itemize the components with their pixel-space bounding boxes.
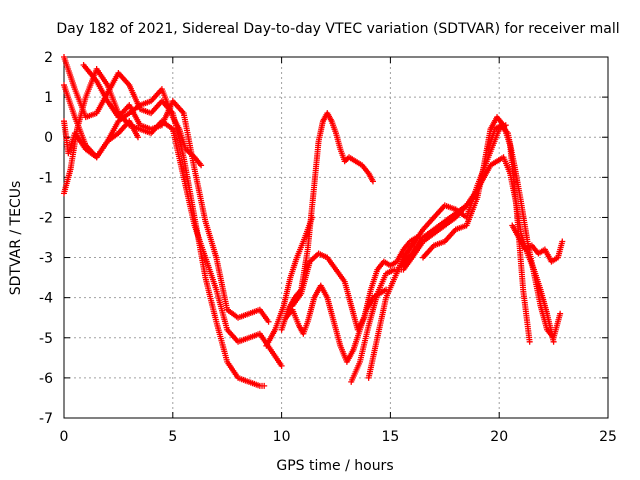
y-tick-label: -7 <box>39 411 53 427</box>
x-tick-label: 25 <box>599 429 617 445</box>
x-tick-label: 20 <box>490 429 508 445</box>
axis-ticks: 0 5 10 15 20 25 -7 -6 -5 -4 -3 -2 -1 0 1 2 <box>39 50 617 445</box>
data-points <box>61 54 566 389</box>
y-tick-label: -1 <box>39 170 53 186</box>
point-marks <box>348 190 481 385</box>
x-tick-label: 15 <box>381 429 399 445</box>
point-marks <box>61 118 141 161</box>
series-arc-4 <box>61 118 141 161</box>
y-tick-label: -6 <box>39 371 53 387</box>
series-arc-15 <box>509 222 566 265</box>
plot-frame <box>63 56 609 419</box>
series-arc-7 <box>278 110 376 333</box>
point-marks <box>420 114 533 345</box>
series-arc-9 <box>289 234 420 333</box>
series-arc-5 <box>80 62 272 325</box>
point-marks <box>263 214 316 349</box>
point-marks <box>278 110 376 333</box>
y-tick-label: -3 <box>39 251 53 267</box>
y-tick-label: 0 <box>44 130 53 146</box>
x-tick-label: 0 <box>60 429 69 445</box>
y-tick-label: -4 <box>39 291 53 307</box>
x-axis-label: GPS time / hours <box>276 458 393 474</box>
x-tick-label: 10 <box>273 429 291 445</box>
x-tick-label: 5 <box>168 429 177 445</box>
series-arc-10 <box>348 190 481 385</box>
chart-title: Day 182 of 2021, Sidereal Day-to-day VTE… <box>56 21 619 37</box>
series-arc-14 <box>485 122 564 341</box>
series-arc-13 <box>420 114 533 345</box>
y-tick-label: -2 <box>39 210 53 226</box>
y-axis-label: SDTVAR / TECUs <box>8 181 24 296</box>
series-arc-6 <box>263 214 316 349</box>
y-tick-label: -5 <box>39 331 53 347</box>
point-marks <box>80 62 272 325</box>
y-tick-label: 1 <box>44 90 53 106</box>
point-marks <box>509 222 566 265</box>
point-marks <box>485 122 564 341</box>
y-tick-label: 2 <box>44 50 53 66</box>
point-marks <box>289 234 420 333</box>
